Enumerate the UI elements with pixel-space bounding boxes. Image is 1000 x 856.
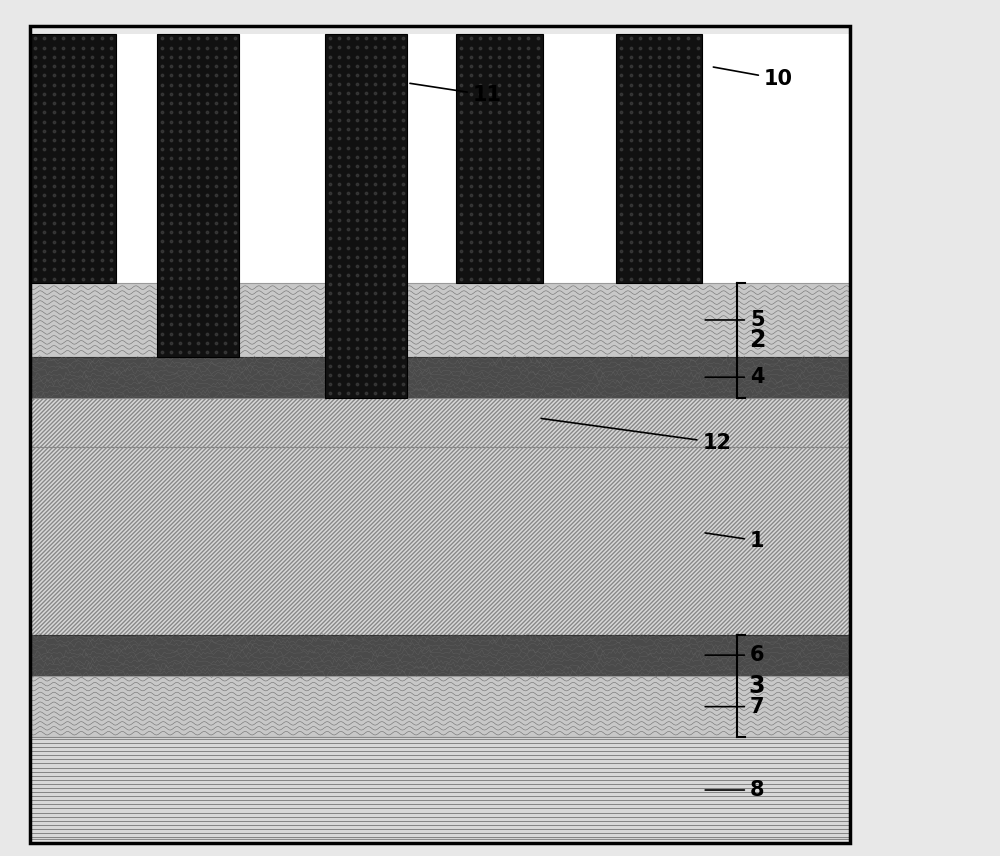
Bar bbox=[30, 283, 850, 357]
Text: 12: 12 bbox=[541, 419, 731, 453]
Text: 5: 5 bbox=[705, 310, 765, 330]
Bar bbox=[30, 34, 850, 283]
Text: 7: 7 bbox=[705, 697, 764, 716]
Bar bbox=[30, 34, 116, 283]
Text: 3: 3 bbox=[749, 674, 765, 698]
Bar bbox=[325, 34, 407, 398]
Bar bbox=[30, 398, 850, 447]
Bar bbox=[30, 737, 850, 839]
Bar bbox=[30, 634, 850, 675]
Bar bbox=[30, 357, 850, 398]
Text: 10: 10 bbox=[713, 67, 793, 89]
Bar bbox=[456, 34, 542, 283]
Bar bbox=[157, 34, 239, 357]
Text: 2: 2 bbox=[749, 329, 765, 353]
Text: 8: 8 bbox=[705, 780, 764, 800]
Bar bbox=[30, 26, 850, 843]
Text: 4: 4 bbox=[705, 367, 764, 387]
Bar bbox=[616, 34, 702, 283]
Text: 6: 6 bbox=[705, 645, 764, 665]
Text: 11: 11 bbox=[410, 83, 502, 105]
Bar bbox=[30, 447, 850, 634]
Bar bbox=[30, 675, 850, 737]
Text: 1: 1 bbox=[705, 531, 764, 550]
